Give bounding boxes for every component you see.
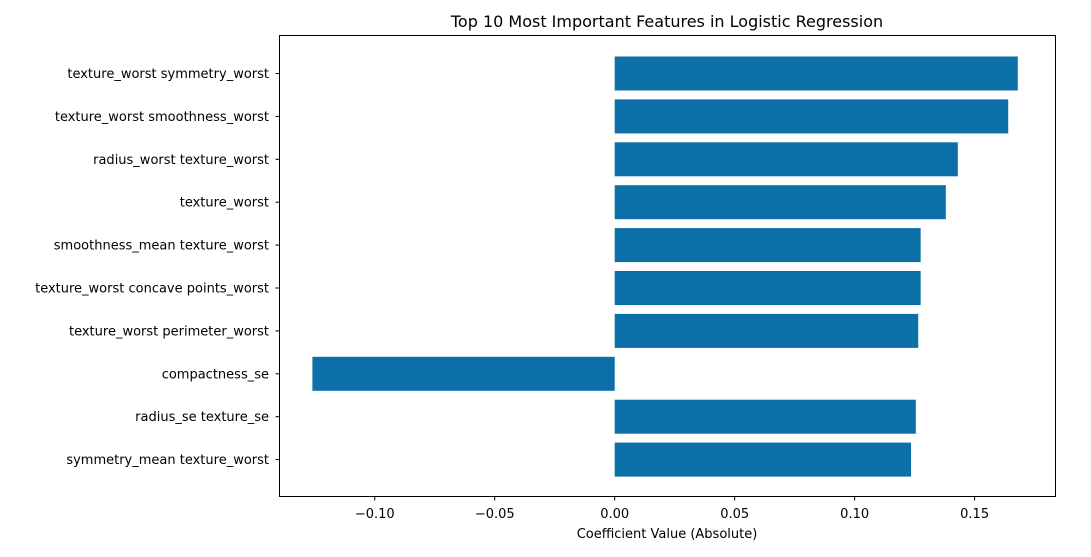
x-axis-ticks: −0.10 −0.05 0.00 0.05 0.10 0.15: [355, 496, 989, 522]
y-tick-label: texture_worst smoothness_worst: [55, 110, 269, 125]
x-tick-label: −0.10: [355, 507, 395, 522]
x-tick-label: 0.00: [600, 507, 629, 522]
x-tick-label: 0.15: [960, 507, 989, 522]
x-tick-label: −0.05: [475, 507, 515, 522]
y-tick-label: radius_se texture_se: [135, 410, 269, 425]
x-tick-label: 0.05: [720, 507, 749, 522]
bar: [614, 99, 1009, 134]
y-tick-label: texture_worst: [180, 196, 269, 211]
y-tick-label: symmetry_mean texture_worst: [66, 453, 269, 468]
y-tick-label: radius_worst texture_worst: [93, 153, 269, 168]
bar: [614, 399, 916, 434]
y-tick-label: texture_worst concave points_worst: [35, 282, 269, 297]
bar: [614, 228, 921, 263]
chart-title: Top 10 Most Important Features in Logist…: [450, 12, 883, 31]
bar: [312, 356, 615, 391]
x-tick-label: 0.10: [840, 507, 869, 522]
bar: [614, 56, 1018, 91]
y-tick-label: smoothness_mean texture_worst: [54, 239, 269, 254]
x-axis-label: Coefficient Value (Absolute): [577, 527, 758, 542]
bars-group: [312, 56, 1018, 477]
y-axis-ticks: texture_worst symmetry_worst texture_wors…: [35, 67, 280, 468]
bar: [614, 271, 921, 305]
y-tick-label: texture_worst perimeter_worst: [69, 324, 269, 339]
bar: [614, 142, 958, 177]
y-tick-label: texture_worst symmetry_worst: [67, 67, 269, 82]
y-tick-label: compactness_se: [162, 367, 269, 382]
bar: [614, 185, 946, 220]
bar: [614, 313, 919, 348]
bar: [614, 442, 912, 477]
plot-frame: [279, 35, 1056, 497]
